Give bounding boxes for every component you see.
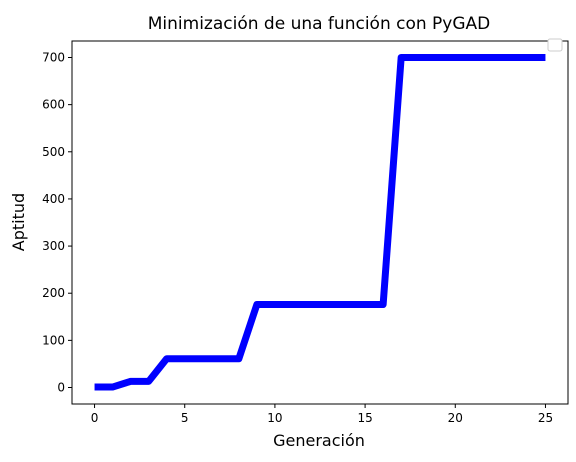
y-axis-label: Aptitud [9, 193, 28, 251]
series-line [94, 54, 546, 391]
y-axis: 0 100 200 300 400 500 600 700 [42, 51, 72, 395]
x-tick-label: 15 [357, 411, 372, 425]
x-tick-label: 10 [267, 411, 282, 425]
x-axis: 0 5 10 15 20 25 [91, 404, 553, 425]
chart-title: Minimización de una función con PyGAD [148, 14, 491, 34]
series-layer [94, 54, 546, 391]
x-tick-label: 0 [91, 411, 99, 425]
plot-frame [71, 40, 569, 405]
y-tick-label: 0 [57, 381, 65, 395]
y-tick-label: 400 [42, 192, 65, 206]
legend-box [547, 38, 563, 52]
x-axis-label: Generación [273, 431, 365, 450]
y-tick-label: 100 [42, 333, 65, 347]
x-tick-label: 25 [538, 411, 553, 425]
y-tick-label: 200 [42, 286, 65, 300]
y-tick-label: 700 [42, 51, 65, 65]
y-tick-label: 300 [42, 239, 65, 253]
x-tick-label: 5 [181, 411, 189, 425]
y-tick-label: 500 [42, 145, 65, 159]
x-tick-label: 20 [448, 411, 463, 425]
y-tick-label: 600 [42, 98, 65, 112]
